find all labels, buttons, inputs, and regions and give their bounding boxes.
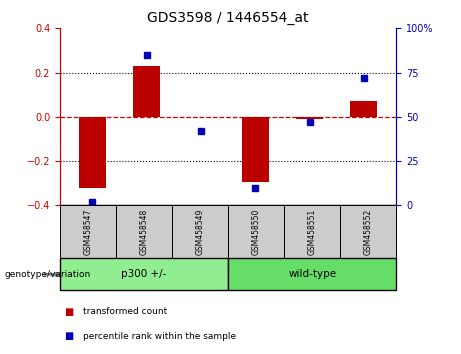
Bar	[350, 101, 378, 117]
Text: GSM458549: GSM458549	[195, 209, 205, 255]
Text: GSM458547: GSM458547	[83, 209, 93, 255]
Text: GSM458548: GSM458548	[140, 209, 148, 255]
Text: percentile rank within the sample: percentile rank within the sample	[83, 332, 236, 341]
Text: genotype/variation: genotype/variation	[5, 270, 91, 279]
Text: ■: ■	[65, 331, 74, 341]
Text: GSM458551: GSM458551	[308, 209, 317, 255]
Text: GSM458550: GSM458550	[252, 209, 261, 255]
Text: transformed count: transformed count	[83, 307, 167, 316]
Text: p300 +/-: p300 +/-	[121, 269, 167, 279]
Text: wild-type: wild-type	[288, 269, 337, 279]
Title: GDS3598 / 1446554_at: GDS3598 / 1446554_at	[148, 11, 309, 24]
Text: ■: ■	[65, 307, 74, 316]
Bar	[242, 117, 269, 182]
Bar	[296, 117, 323, 120]
Text: GSM458552: GSM458552	[364, 209, 373, 255]
Bar	[79, 117, 106, 188]
Bar	[133, 66, 160, 117]
